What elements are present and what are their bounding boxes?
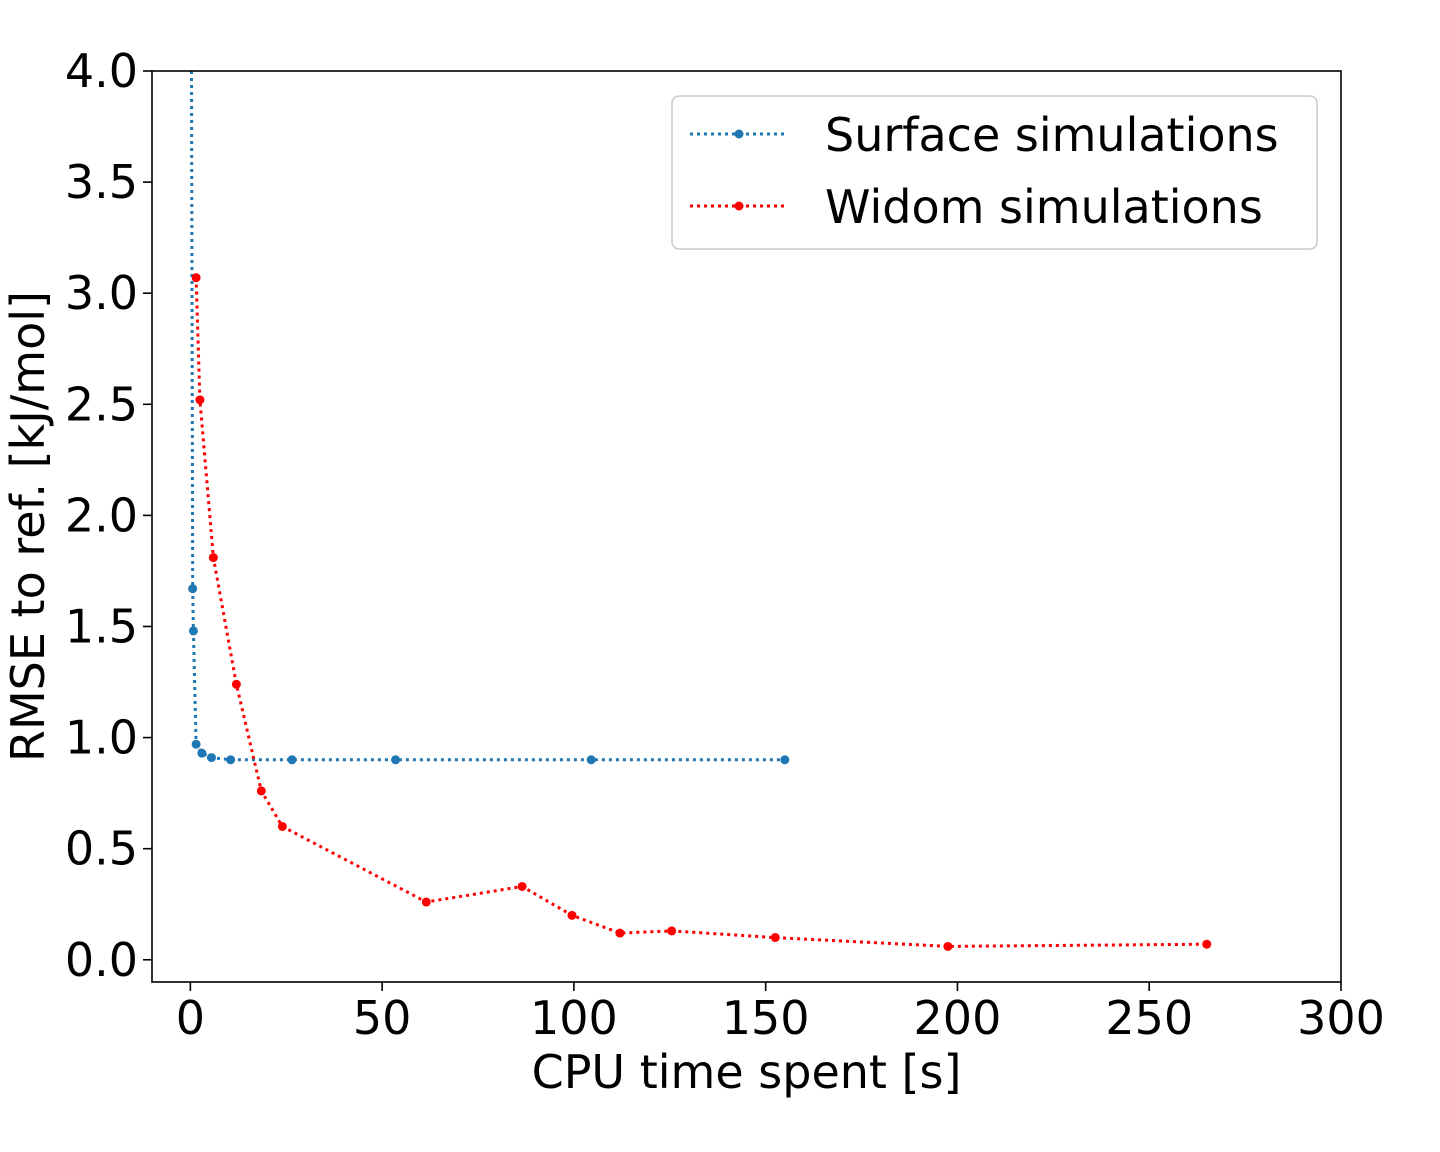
y-tick-label: 2.0 xyxy=(65,488,138,542)
series-line-widom xyxy=(194,277,1207,948)
data-point-widom xyxy=(615,928,625,938)
legend-marker-surface xyxy=(734,129,744,139)
data-point-widom xyxy=(208,553,218,563)
data-point-surface xyxy=(191,739,201,749)
data-point-widom xyxy=(421,897,431,907)
series-surface xyxy=(188,70,790,765)
x-tick-label: 100 xyxy=(530,991,618,1045)
y-tick-label: 1.5 xyxy=(65,599,138,653)
data-point-surface xyxy=(188,626,198,636)
series-widom xyxy=(191,273,1212,951)
legend-marker-widom xyxy=(734,201,744,211)
x-tick-label: 50 xyxy=(353,991,412,1045)
x-tick-label: 150 xyxy=(722,991,810,1045)
data-point-widom xyxy=(195,395,205,405)
data-point-surface xyxy=(206,753,216,763)
y-tick-label: 3.5 xyxy=(65,155,138,209)
series-layer xyxy=(188,70,1212,951)
legend: Surface simulations Widom simulations xyxy=(671,95,1318,250)
x-tick-label: 200 xyxy=(914,991,1002,1045)
data-point-surface xyxy=(780,755,790,765)
x-axis-label: CPU time spent [s] xyxy=(532,1045,962,1099)
y-axis-label: RMSE to ref. [kJ/mol] xyxy=(1,291,55,762)
data-point-surface xyxy=(391,755,401,765)
data-point-widom xyxy=(517,881,527,891)
data-point-widom xyxy=(943,941,953,951)
data-point-widom xyxy=(667,926,677,936)
y-tick-label: 2.5 xyxy=(65,377,138,431)
data-point-widom xyxy=(277,821,287,831)
data-point-surface xyxy=(226,755,236,765)
y-tick-label: 0.0 xyxy=(65,933,138,987)
data-point-surface xyxy=(586,755,596,765)
data-point-surface xyxy=(287,755,297,765)
x-tick-label: 300 xyxy=(1297,991,1385,1045)
data-point-surface xyxy=(188,584,198,594)
legend-label-surface: Surface simulations xyxy=(825,108,1279,162)
y-tick-label: 0.5 xyxy=(65,822,138,876)
data-point-widom xyxy=(770,933,780,943)
x-tick-label: 0 xyxy=(176,991,205,1045)
y-tick-label: 1.0 xyxy=(65,711,138,765)
plot-frame xyxy=(151,70,1342,983)
y-tick-label: 3.0 xyxy=(65,266,138,320)
data-point-widom xyxy=(231,679,241,689)
data-point-surface xyxy=(197,748,207,758)
data-point-widom xyxy=(567,910,577,920)
y-tick-label: 4.0 xyxy=(65,44,138,98)
ticks-layer: 0 50 100 150 200 250 300 0.0 0.5 1.0 1.5 2.0 2.5 3.0 3… xyxy=(65,44,1385,1045)
data-point-widom xyxy=(256,786,266,796)
data-point-widom xyxy=(191,273,201,283)
legend-label-widom: Widom simulations xyxy=(825,180,1263,234)
data-point-widom xyxy=(1202,939,1212,949)
x-tick-label: 250 xyxy=(1105,991,1193,1045)
legend-box xyxy=(671,95,1318,250)
